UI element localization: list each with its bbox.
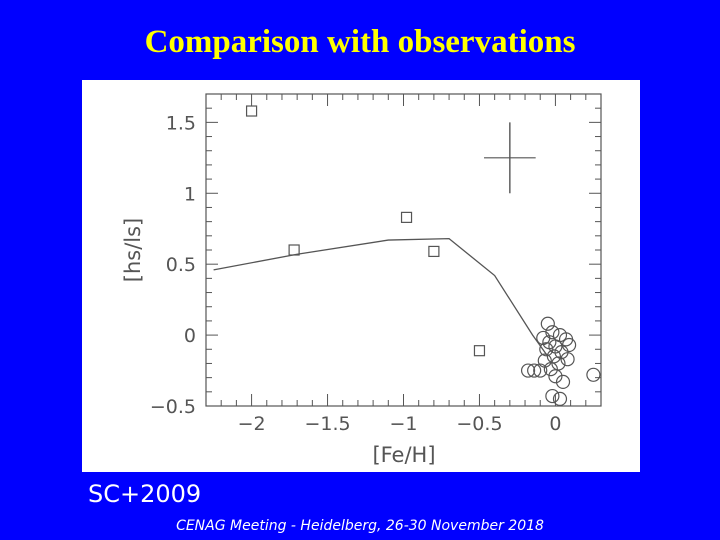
x-tick-label: 0 (549, 413, 561, 435)
y-axis-label: [hs/ls] (121, 218, 145, 283)
chart-marks (213, 105, 601, 407)
square-point (473, 345, 486, 357)
citation: SC+2009 (88, 480, 202, 508)
circle-point (552, 391, 568, 407)
scatter-chart: −2 −1.5 −1 −0.5 0 1.5 1 0.5 0 −0.5 [Fe/H] [hs/ls… (121, 93, 602, 467)
square-point (400, 211, 413, 223)
x-tick-labels: −2 −1.5 −1 −0.5 0 (238, 413, 562, 435)
x-tick-label: −1.5 (304, 413, 350, 435)
circle-point (527, 363, 542, 378)
circle-point (520, 363, 536, 378)
y-tick-label: −0.5 (150, 396, 196, 418)
y-tick-label: 0.5 (166, 254, 196, 276)
footer: CENAG Meeting - Heidelberg, 26-30 Novemb… (176, 518, 544, 534)
circle-point (543, 362, 558, 377)
y-tick-label: 0 (184, 325, 196, 347)
slide-title: Comparison with observations (144, 24, 576, 60)
y-tick-labels: 1.5 1 0.5 0 −0.5 (150, 112, 196, 418)
circle-point (540, 316, 555, 331)
circle-point (533, 363, 548, 378)
circle-point (545, 388, 560, 404)
circle-point (539, 342, 554, 357)
circle-point (555, 374, 571, 389)
x-tick-label: −2 (238, 413, 266, 435)
circle-point (586, 367, 601, 382)
x-axis-label: [Fe/H] (372, 443, 435, 467)
y-tick-label: 1 (184, 183, 196, 205)
circle-point (548, 369, 563, 384)
circle-point (560, 352, 575, 367)
x-tick-label: −1 (389, 413, 417, 435)
square-point (245, 105, 258, 117)
axis-ticks (205, 93, 602, 407)
square-point (428, 245, 440, 258)
y-tick-label: 1.5 (166, 112, 196, 134)
chart-figure: −2 −1.5 −1 −0.5 0 1.5 1 0.5 0 −0.5 [Fe/H] [hs/ls… (82, 80, 640, 472)
circle-point (561, 337, 577, 353)
x-tick-label: −0.5 (456, 413, 502, 435)
plot-frame (205, 93, 602, 407)
model-line (213, 237, 549, 357)
square-point (288, 244, 300, 256)
